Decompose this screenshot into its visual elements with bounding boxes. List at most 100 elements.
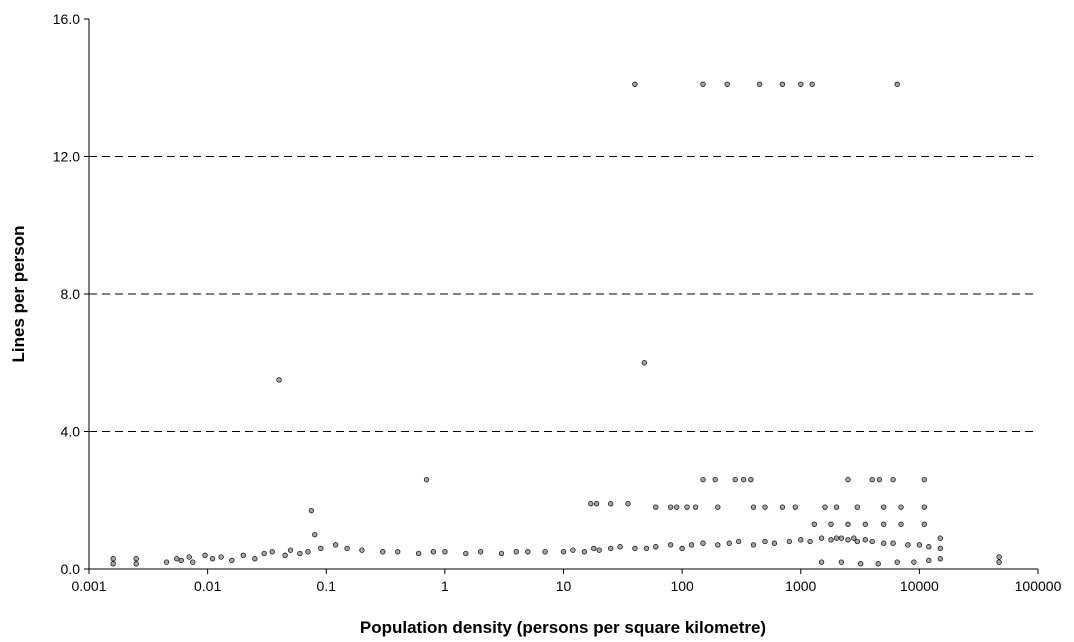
data-point [380, 549, 386, 555]
data-point [332, 542, 339, 548]
data-point [811, 521, 817, 527]
data-point [588, 501, 594, 507]
y-axis-label: Lines per person [9, 226, 28, 363]
data-point [779, 504, 786, 510]
data-point [926, 544, 932, 550]
data-point [748, 476, 754, 483]
data-point [560, 549, 567, 555]
data-point [240, 552, 246, 558]
y-tick-label: 16.0 [53, 11, 80, 27]
data-point [996, 554, 1002, 560]
data-point [921, 504, 927, 510]
data-point [178, 557, 184, 564]
data-point [653, 504, 659, 510]
data-point [833, 535, 840, 541]
data-point [890, 540, 896, 546]
data-point [756, 81, 763, 87]
data-point [905, 542, 911, 548]
data-point [881, 540, 887, 546]
data-point [818, 559, 825, 565]
x-tick-label: 10000 [900, 578, 939, 594]
data-point [762, 538, 768, 545]
x-tick-label: 100000 [1015, 578, 1062, 594]
data-point [477, 549, 484, 555]
data-point [570, 547, 576, 553]
y-tick-label: 12.0 [53, 149, 80, 165]
y-tick-label: 8.0 [61, 286, 81, 302]
y-tick-label: 0.0 [61, 561, 81, 577]
data-point [632, 545, 638, 552]
data-point [632, 81, 638, 87]
data-point [269, 549, 275, 555]
data-point [312, 531, 318, 538]
data-point [894, 81, 900, 87]
x-axis-label: Population density (persons per square k… [360, 618, 766, 637]
data-point [186, 554, 192, 560]
data-point [921, 521, 927, 527]
data-point [110, 561, 116, 567]
data-point [190, 559, 196, 565]
data-point [318, 545, 324, 552]
data-point [674, 504, 680, 510]
data-point [862, 537, 868, 543]
x-tick-label: 10 [556, 578, 572, 594]
data-point [684, 504, 690, 510]
data-point [916, 542, 923, 548]
data-point [736, 538, 742, 545]
data-point [679, 545, 685, 552]
data-point [163, 559, 170, 565]
data-point [750, 542, 757, 548]
data-point [463, 550, 469, 557]
data-point [282, 552, 288, 558]
data-point [297, 550, 303, 557]
data-point [876, 476, 883, 483]
data-point [344, 545, 350, 552]
x-tick-label: 0.01 [194, 578, 221, 594]
gridlines [89, 156, 1038, 432]
data-point [937, 545, 943, 552]
data-point [174, 556, 180, 562]
axes: 0.0 4.0 8.0 12.0 16.0 0.001 0.01 0.1 1 10 100 1000 1… [53, 11, 1062, 594]
data-point [700, 540, 706, 546]
data-point [133, 561, 139, 567]
data-point [229, 557, 235, 564]
data-point [869, 538, 875, 545]
data-point [869, 476, 875, 483]
data-point [617, 544, 623, 550]
data-point [581, 549, 588, 555]
data-point [786, 538, 792, 545]
x-tick-label: 1000 [785, 578, 816, 594]
data-point [926, 557, 932, 564]
data-point [498, 550, 505, 557]
data-point [898, 504, 904, 510]
data-point [854, 538, 860, 545]
data-point [851, 535, 857, 541]
data-point [430, 549, 437, 555]
data-point [209, 556, 216, 562]
data-point [854, 504, 860, 510]
data-point [643, 545, 650, 552]
data-point [881, 521, 887, 527]
data-point [845, 476, 851, 483]
data-point [202, 552, 208, 558]
data-point [750, 504, 757, 510]
x-tick-label: 100 [670, 578, 694, 594]
data-point [542, 549, 548, 555]
data-point [423, 476, 430, 483]
data-point [845, 537, 851, 543]
data-point [641, 360, 647, 366]
data-point [667, 542, 674, 548]
data-point [688, 542, 695, 548]
data-point [809, 81, 815, 87]
data-point [911, 559, 917, 565]
data-point [700, 81, 706, 87]
data-point [898, 521, 904, 527]
y-tick-label: 4.0 [61, 424, 81, 440]
data-point [833, 504, 840, 510]
data-point [712, 476, 718, 483]
data-point [133, 556, 139, 562]
data-point [700, 476, 706, 483]
data-point [287, 547, 294, 553]
data-point [513, 549, 519, 555]
